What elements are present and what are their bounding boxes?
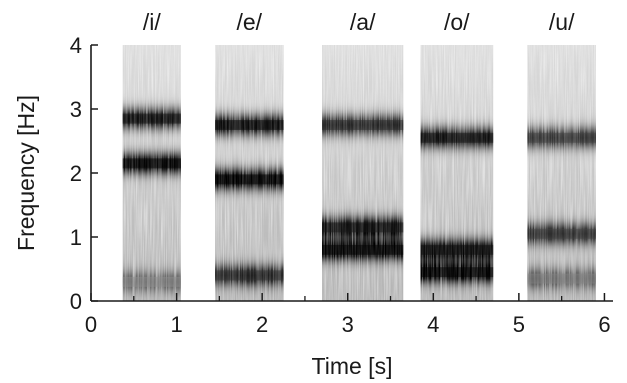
- segment-label-2: /e/: [237, 9, 263, 35]
- segment-1-texture: [122, 45, 181, 301]
- segment-5-texture: [527, 45, 596, 301]
- x-tick-label: 4: [427, 312, 439, 337]
- plot-area: [122, 45, 596, 301]
- formant-2-1: [215, 270, 284, 281]
- segment-3-texture: [322, 45, 404, 301]
- y-axis-label: Frequency [Hz]: [13, 95, 39, 251]
- x-axis-ticks: 0 1 2 3 4 5 6: [85, 293, 611, 337]
- formant-2-2: [215, 174, 284, 185]
- x-tick-label: 0: [85, 312, 97, 337]
- x-tick-label: 5: [513, 312, 525, 337]
- x-tick-label: 1: [170, 312, 182, 337]
- segment-2: [215, 45, 284, 301]
- y-tick-label: 1: [70, 225, 82, 250]
- formant-4-1: [420, 267, 494, 278]
- formant-5-1: [527, 273, 596, 284]
- formant-4-3: [420, 132, 494, 143]
- x-tick-label: 2: [256, 312, 268, 337]
- segment-4: [420, 45, 494, 301]
- formant-3-2: [322, 222, 404, 233]
- x-tick-label: 3: [342, 312, 354, 337]
- formant-5-3: [527, 132, 596, 143]
- y-tick-label: 4: [70, 33, 82, 58]
- segment-label-3: /a/: [350, 9, 376, 35]
- segment-5: [527, 45, 596, 301]
- formant-3-3: [322, 120, 404, 130]
- formant-2-3: [215, 120, 284, 130]
- formant-1-1: [122, 276, 181, 287]
- formant-4-2: [420, 244, 494, 255]
- y-axis-ticks: 0 1 2 3 4: [70, 33, 98, 314]
- y-tick-label: 2: [70, 161, 82, 186]
- formant-1-2: [122, 158, 181, 169]
- segment-4-texture: [420, 45, 494, 301]
- y-tick-label: 3: [70, 97, 82, 122]
- segment-label-4: /o/: [444, 9, 470, 35]
- x-axis-label: Time [s]: [312, 353, 393, 379]
- segment-label-1: /i/: [143, 9, 162, 35]
- formant-1-3: [122, 113, 181, 124]
- formant-5-2: [527, 228, 596, 239]
- formant-3-1: [322, 244, 404, 255]
- x-tick-label: 6: [598, 312, 610, 337]
- segment-2-texture: [215, 45, 284, 301]
- segment-1: [122, 45, 181, 301]
- y-tick-label: 0: [70, 289, 82, 314]
- segment-3: [322, 45, 404, 301]
- segment-label-5: /u/: [549, 9, 575, 35]
